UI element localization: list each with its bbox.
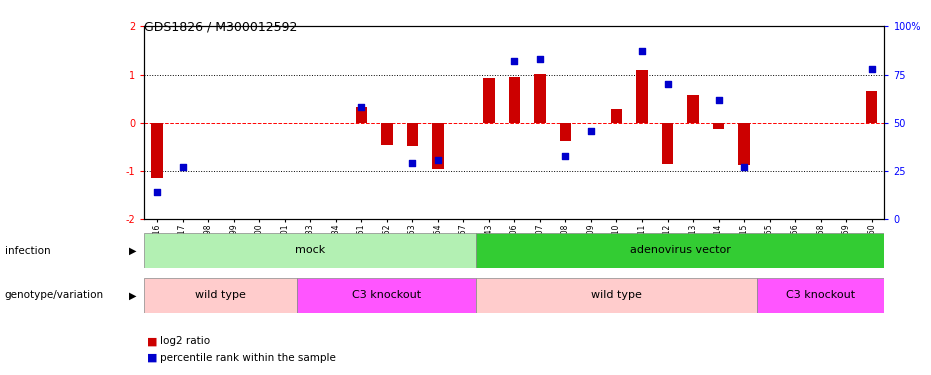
Text: ■: ■ xyxy=(147,353,157,363)
Text: wild type: wild type xyxy=(591,290,641,300)
Text: wild type: wild type xyxy=(196,290,247,300)
Point xyxy=(150,189,165,195)
Bar xyxy=(757,278,884,313)
Point xyxy=(711,97,726,103)
Text: mock: mock xyxy=(295,245,325,255)
Text: C3 knockout: C3 knockout xyxy=(786,290,856,300)
Bar xyxy=(476,232,884,268)
Text: infection: infection xyxy=(5,246,50,255)
Bar xyxy=(356,107,367,123)
Bar xyxy=(611,109,622,123)
Text: genotype/variation: genotype/variation xyxy=(5,291,103,300)
Text: ▶: ▶ xyxy=(128,291,136,300)
Bar xyxy=(144,278,297,313)
Text: percentile rank within the sample: percentile rank within the sample xyxy=(160,353,336,363)
Point xyxy=(354,104,369,110)
Point xyxy=(506,58,521,64)
Text: ■: ■ xyxy=(147,336,157,346)
Bar xyxy=(560,123,571,141)
Bar xyxy=(432,123,443,169)
Point xyxy=(864,66,879,72)
Bar xyxy=(381,123,393,144)
Point xyxy=(660,81,675,87)
Text: ▶: ▶ xyxy=(128,246,136,255)
Point xyxy=(558,153,573,159)
Point xyxy=(736,164,751,170)
Bar xyxy=(407,123,418,146)
Bar xyxy=(534,74,546,123)
Bar xyxy=(152,123,163,178)
Bar xyxy=(713,123,724,129)
Point xyxy=(584,128,599,134)
Bar xyxy=(866,92,877,123)
Bar xyxy=(738,123,749,165)
Bar xyxy=(687,95,699,123)
Point xyxy=(430,156,445,162)
Bar xyxy=(662,123,673,164)
Bar xyxy=(483,78,494,123)
Text: GDS1826 / M300012592: GDS1826 / M300012592 xyxy=(144,21,298,34)
Point xyxy=(175,164,190,170)
Bar xyxy=(636,70,648,123)
Text: log2 ratio: log2 ratio xyxy=(160,336,210,346)
Bar xyxy=(144,232,476,268)
Bar xyxy=(508,77,520,123)
Bar xyxy=(297,278,476,313)
Point xyxy=(405,160,420,166)
Point xyxy=(533,56,547,62)
Text: adenovirus vector: adenovirus vector xyxy=(630,245,731,255)
Text: C3 knockout: C3 knockout xyxy=(352,290,422,300)
Bar xyxy=(476,278,757,313)
Point xyxy=(635,48,650,54)
